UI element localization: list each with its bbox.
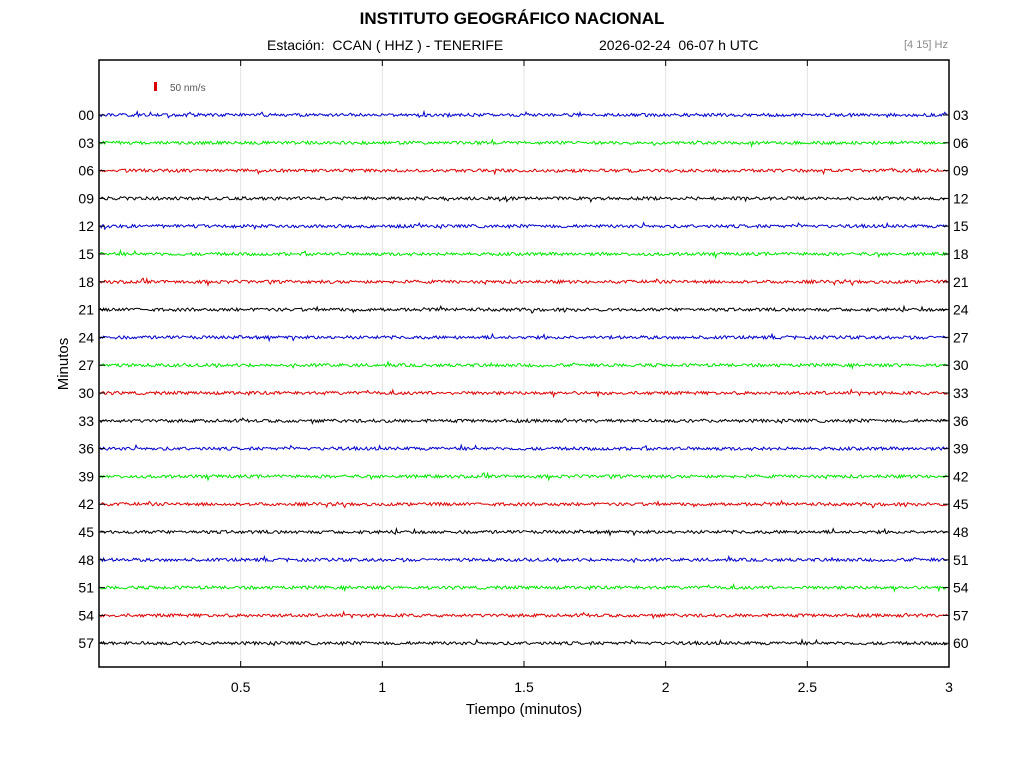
seismic-trace-30 xyxy=(99,388,948,399)
left-tick-label: 27 xyxy=(78,357,94,373)
left-tick-label: 06 xyxy=(78,163,94,179)
left-tick-label: 48 xyxy=(78,552,94,568)
seismic-trace-09 xyxy=(99,195,948,204)
right-tick-label: 18 xyxy=(953,246,969,262)
left-tick-label: 24 xyxy=(78,329,94,345)
seismic-trace-45 xyxy=(99,526,948,537)
right-tick-label: 42 xyxy=(953,468,969,484)
seismic-trace-24 xyxy=(99,332,948,343)
left-tick-labels: 00 03 06 09 12 15 18 21 24 27 30 33 36 39 42 45 48 51 54 57 xyxy=(78,107,105,651)
seismic-trace-57 xyxy=(99,638,948,647)
left-tick-label: 33 xyxy=(78,413,94,429)
right-tick-label: 33 xyxy=(953,385,969,401)
right-tick-label: 24 xyxy=(953,302,969,318)
filter-band-label: [4 15] Hz xyxy=(903,39,948,51)
x-tick-labels: 0.5 1 1.5 2 2.5 3 xyxy=(231,60,953,695)
seismic-trace-42 xyxy=(99,499,948,509)
right-tick-label: 36 xyxy=(953,413,969,429)
right-tick-label: 39 xyxy=(953,441,969,457)
left-tick-label: 00 xyxy=(78,107,94,123)
right-tick-labels: 03 06 09 12 15 18 21 24 27 30 33 36 39 42 45 48 51 54 57 60 xyxy=(943,107,969,651)
left-tick-label: 03 xyxy=(78,135,94,151)
left-tick-label: 12 xyxy=(78,218,94,234)
left-tick-label: 51 xyxy=(78,580,94,596)
right-tick-label: 48 xyxy=(953,524,969,540)
seismic-trace-12 xyxy=(99,221,948,231)
right-tick-label: 21 xyxy=(953,274,969,290)
left-tick-label: 42 xyxy=(78,496,94,512)
x-tick-label: 0.5 xyxy=(231,679,251,695)
right-tick-label: 45 xyxy=(953,496,969,512)
scale-bar-label: 50 nm/s xyxy=(170,83,206,94)
seismic-trace-18 xyxy=(99,276,948,287)
plot-frame xyxy=(98,59,950,668)
left-tick-label: 18 xyxy=(78,274,94,290)
seismic-trace-54 xyxy=(99,610,948,620)
seismic-trace-00 xyxy=(99,109,948,119)
right-tick-label: 57 xyxy=(953,607,969,623)
x-tick-label: 2.5 xyxy=(798,679,818,695)
left-tick-label: 36 xyxy=(78,441,94,457)
right-tick-label: 09 xyxy=(953,163,969,179)
right-tick-label: 12 xyxy=(953,190,969,206)
x-tick-label: 1 xyxy=(378,679,386,695)
x-tick-label: 1.5 xyxy=(514,679,534,695)
left-tick-label: 54 xyxy=(78,607,94,623)
right-tick-label: 15 xyxy=(953,218,969,234)
right-tick-label: 30 xyxy=(953,357,969,373)
chart-title: INSTITUTO GEOGRÁFICO NACIONAL xyxy=(359,9,665,28)
seismic-traces xyxy=(99,109,948,647)
left-tick-label: 57 xyxy=(78,635,94,651)
right-tick-label: 03 xyxy=(953,107,969,123)
right-tick-label: 27 xyxy=(953,329,969,345)
right-tick-label: 60 xyxy=(953,635,969,651)
left-tick-label: 21 xyxy=(78,302,94,318)
seismic-trace-06 xyxy=(99,167,948,176)
x-tick-label: 3 xyxy=(945,679,953,695)
datetime-label: 2026-02-24 06-07 h UTC xyxy=(599,37,759,53)
seismic-trace-33 xyxy=(99,417,948,425)
y-axis-label: Minutos xyxy=(55,338,72,391)
left-tick-label: 45 xyxy=(78,524,94,540)
right-tick-label: 51 xyxy=(953,552,969,568)
right-tick-label: 06 xyxy=(953,135,969,151)
x-tick-label: 2 xyxy=(662,679,670,695)
scale-bar-mark xyxy=(154,82,157,91)
scale-bar: 50 nm/s xyxy=(154,82,206,94)
seismic-trace-27 xyxy=(99,360,948,370)
station-label: Estación: CCAN ( HHZ ) - TENERIFE xyxy=(267,37,504,53)
seismic-trace-15 xyxy=(99,248,948,260)
seismic-trace-21 xyxy=(99,304,948,314)
left-tick-label: 15 xyxy=(78,246,94,262)
seismic-trace-39 xyxy=(99,471,948,482)
left-tick-label: 30 xyxy=(78,385,94,401)
seismic-trace-03 xyxy=(99,138,948,149)
seismic-trace-51 xyxy=(99,582,948,593)
seismic-trace-36 xyxy=(99,443,948,452)
left-tick-label: 09 xyxy=(78,190,94,206)
right-tick-label: 54 xyxy=(953,580,969,596)
x-axis-label: Tiempo (minutos) xyxy=(466,701,582,718)
grid-lines xyxy=(240,60,808,667)
left-tick-label: 39 xyxy=(78,468,94,484)
seismic-trace-48 xyxy=(99,554,948,564)
